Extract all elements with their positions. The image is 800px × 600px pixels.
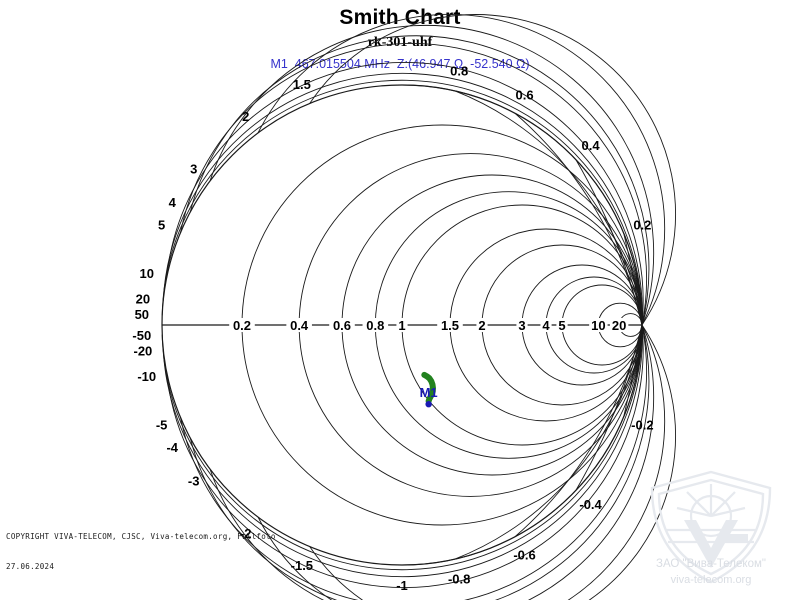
reactance-arc [514,112,643,326]
axis-label-reactance: -5 [156,418,168,433]
axis-label-resistance: 0.6 [333,318,351,333]
axis-label-bg [396,318,408,332]
axis-label-resistance: 20 [612,318,626,333]
axis-label-reactance: -0.2 [631,418,653,433]
marker-point[interactable] [425,401,432,408]
reactance-arc [166,62,644,326]
reactance-arc [309,14,676,326]
axis-label-bg [609,318,629,332]
axis-label-reactance: 0.8 [450,63,468,78]
reactance-arc [454,324,643,560]
axis-label-reactance: -0.4 [579,497,602,512]
reactance-arc [161,79,643,326]
axis-label-reactance: -20 [134,343,153,358]
axis-label-resistance: 1.5 [441,318,459,333]
axis-label-reactance: -0.8 [448,572,470,587]
axis-label-reactance: -2 [240,526,252,541]
axis-label-resistance: 0.2 [233,318,251,333]
axis-label-reactance: 0.2 [633,217,651,232]
trace-path[interactable] [421,371,436,405]
trace-s11[interactable] [421,371,436,405]
axis-label-reactance: 0.4 [582,138,601,153]
reactance-arc [209,24,655,326]
axis-label-bg [437,318,463,332]
axis-label-reactance: 50 [135,307,149,322]
reactance-arc [162,324,643,578]
axis-label-reactance: 1.5 [293,77,311,92]
axis-label-resistance: 3 [518,318,525,333]
axis-label-resistance: 0.4 [290,318,309,333]
axis-label-reactance: 4 [169,195,177,210]
axis-label-reactance: 0.6 [516,88,534,103]
smith-axis-labels: 0.2 0.4 0.6 0.8 1 1.5 2 3 4 5 10 200.20.40.60.81.52… [132,63,653,592]
reactance-arc [309,324,676,600]
axis-label-resistance: 0.8 [366,318,384,333]
reactance-arc [189,35,650,326]
axis-label-reactance: 10 [140,266,154,281]
reactance-arc [166,324,644,588]
copyright-notice: COPYRIGHT VIVA-TELECOM, CJSC, Viva-telec… [6,512,276,592]
copyright-line-1: COPYRIGHT VIVA-TELECOM, CJSC, Viva-telec… [6,532,276,541]
reactance-arc [189,324,650,600]
axis-label-bg [589,318,608,332]
axis-label-reactance: -1.5 [291,558,313,573]
axis-label-bg [476,318,488,332]
axis-label-reactance: -10 [137,369,156,384]
axis-label-reactance: 5 [158,217,165,232]
axis-label-reactance: 20 [136,292,150,307]
axis-label-resistance: 5 [558,318,565,333]
axis-label-bg [329,318,355,332]
reactance-arc [401,84,643,326]
axis-label-reactance: -4 [166,440,178,455]
reactance-arc [401,324,643,566]
axis-label-bg [229,318,255,332]
axis-label-bg [556,318,568,332]
axis-label-bg [286,318,312,332]
axis-label-reactance: -50 [132,328,151,343]
axis-label-reactance: -3 [188,474,200,489]
axis-label-reactance: 2 [242,109,249,124]
axis-label-resistance: 4 [542,318,550,333]
reactance-arc [180,43,647,326]
copyright-line-2: 27.06.2024 [6,562,55,571]
reactance-arc [454,90,643,326]
marker-group[interactable]: M1 [420,385,438,408]
axis-label-reactance: -0.6 [513,547,535,562]
reactance-arc [514,324,643,538]
axis-label-resistance: 2 [478,318,485,333]
axis-label-reactance: -1 [396,578,408,593]
reactance-arc [162,72,643,326]
axis-label-bg [540,318,552,332]
axis-label-resistance: 1 [398,318,405,333]
axis-label-reactance: 3 [190,161,197,176]
marker-label[interactable]: M1 [420,385,438,400]
axis-label-resistance: 10 [591,318,605,333]
axis-label-bg [362,318,389,332]
reactance-arc [161,324,643,571]
axis-label-bg [516,318,528,332]
reactance-arc [180,324,647,600]
